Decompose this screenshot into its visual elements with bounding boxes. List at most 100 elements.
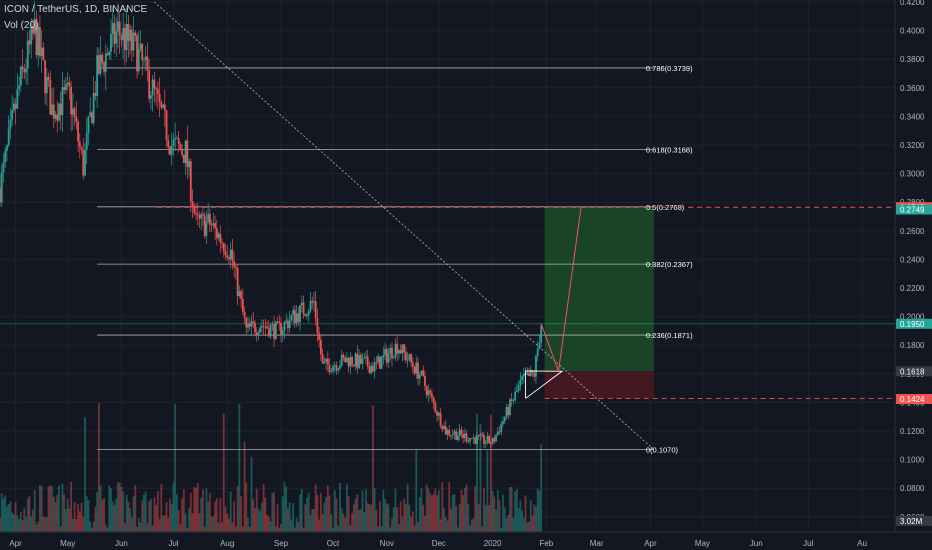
candle-body bbox=[96, 55, 99, 96]
profit-zone bbox=[544, 207, 654, 372]
candle-body bbox=[97, 55, 100, 74]
candle-body bbox=[458, 429, 461, 437]
candle-body bbox=[479, 434, 482, 436]
candle-body bbox=[443, 426, 445, 430]
candle-body bbox=[498, 431, 501, 433]
candle-body bbox=[158, 93, 161, 103]
candle-body bbox=[228, 257, 230, 260]
candle-body bbox=[150, 95, 152, 99]
volume-bar bbox=[309, 515, 312, 532]
price-tick: 0.4200 bbox=[900, 0, 925, 7]
candle-body bbox=[259, 327, 262, 333]
candle-body bbox=[401, 344, 404, 354]
candle-body bbox=[210, 224, 213, 226]
volume-bar bbox=[125, 494, 128, 532]
volume-bar bbox=[377, 526, 380, 532]
candle-body bbox=[396, 343, 399, 354]
volume-bar bbox=[410, 516, 412, 532]
volume-bar bbox=[174, 404, 177, 532]
candle-body bbox=[94, 93, 97, 96]
candle-body bbox=[162, 104, 164, 108]
volume-bar bbox=[212, 516, 215, 532]
candle-body bbox=[500, 423, 503, 433]
time-tick: Apr bbox=[9, 539, 22, 548]
candle-body bbox=[12, 103, 15, 111]
candle-body bbox=[462, 434, 465, 438]
candle-body bbox=[75, 116, 78, 122]
candle-body bbox=[387, 353, 390, 363]
candle-body bbox=[318, 333, 321, 340]
volume-bar bbox=[162, 515, 164, 532]
volume-bar bbox=[474, 486, 477, 532]
volume-bar bbox=[522, 517, 525, 532]
candle-body bbox=[229, 249, 232, 260]
volume-bar bbox=[373, 488, 376, 532]
volume-bar bbox=[184, 513, 187, 532]
candle-body bbox=[420, 370, 423, 375]
volume-bar bbox=[148, 501, 151, 532]
volume-bar bbox=[274, 526, 277, 532]
candle-body bbox=[373, 362, 376, 372]
volume-bar bbox=[470, 519, 473, 532]
candle-body bbox=[451, 434, 454, 436]
candle-body bbox=[503, 416, 506, 422]
price-tick: 0.0800 bbox=[900, 484, 925, 493]
candle-body bbox=[450, 435, 452, 437]
volume-bar bbox=[38, 485, 41, 532]
candle-body bbox=[515, 390, 518, 392]
volume-bar bbox=[78, 511, 81, 532]
candle-body bbox=[444, 426, 447, 435]
volume-bar bbox=[319, 493, 322, 532]
candle-body bbox=[33, 18, 36, 34]
volume-bar bbox=[418, 497, 421, 532]
candle-body bbox=[304, 314, 307, 317]
candle-body bbox=[526, 372, 529, 375]
volume-bar bbox=[326, 485, 329, 532]
volume-bar bbox=[382, 489, 385, 532]
candle-body bbox=[290, 315, 293, 321]
candle-body bbox=[18, 85, 20, 89]
volume-bar bbox=[99, 485, 102, 532]
volume-bar bbox=[233, 501, 236, 532]
candle-body bbox=[144, 56, 147, 60]
candle-body bbox=[51, 104, 53, 115]
candle-body bbox=[538, 342, 541, 349]
volume-bar bbox=[30, 516, 33, 532]
candle-body bbox=[264, 326, 267, 328]
volume-bar bbox=[457, 527, 459, 532]
volume-bar bbox=[391, 518, 393, 532]
candle-body bbox=[56, 114, 59, 121]
volume-bar bbox=[92, 521, 95, 532]
volume-bar bbox=[293, 527, 296, 532]
candle-body bbox=[25, 68, 27, 73]
volume-bar bbox=[97, 403, 100, 532]
volume-bar bbox=[345, 484, 348, 532]
candle-body bbox=[326, 358, 329, 365]
volume-bar bbox=[489, 414, 492, 532]
volume-bar bbox=[214, 501, 216, 532]
volume-bar bbox=[398, 523, 400, 532]
price-tick: 0.1000 bbox=[900, 456, 925, 465]
volume-bar bbox=[281, 496, 284, 532]
candle-body bbox=[446, 429, 449, 435]
volume-bar bbox=[236, 486, 239, 532]
candle-body bbox=[384, 349, 386, 356]
candle-body bbox=[391, 347, 393, 359]
volume-bar bbox=[257, 508, 260, 532]
volume-bar bbox=[7, 504, 10, 532]
volume-bar bbox=[300, 488, 303, 532]
price-label-bg bbox=[896, 318, 932, 329]
fib-label: 0.618(0.3168) bbox=[646, 146, 693, 155]
time-tick: Jul bbox=[168, 539, 178, 548]
volume-bar bbox=[335, 498, 338, 532]
volume-bar bbox=[363, 512, 366, 532]
volume-bar bbox=[181, 498, 184, 532]
volume-bar bbox=[21, 520, 24, 532]
volume-bar bbox=[495, 509, 497, 532]
price-tick: 0.2600 bbox=[900, 227, 925, 236]
volume-bar bbox=[342, 513, 345, 532]
candle-body bbox=[174, 138, 177, 140]
volume-bar bbox=[417, 521, 419, 532]
